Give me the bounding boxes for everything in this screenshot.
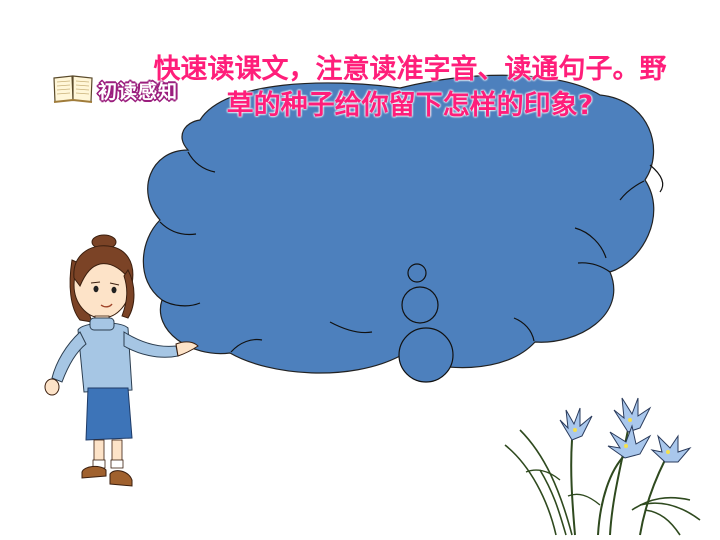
section-label: 初读感知 [52, 72, 178, 108]
section-label-text: 初读感知 [98, 80, 179, 103]
reading-prompt: 快速读课文，注意读准字音、读通句子。野草的种子给你留下怎样的印象? [153, 54, 667, 121]
flowers-decoration [504, 397, 701, 536]
girl-character [44, 234, 199, 487]
open-book-icon [52, 72, 94, 108]
thought-cloud [142, 74, 664, 383]
